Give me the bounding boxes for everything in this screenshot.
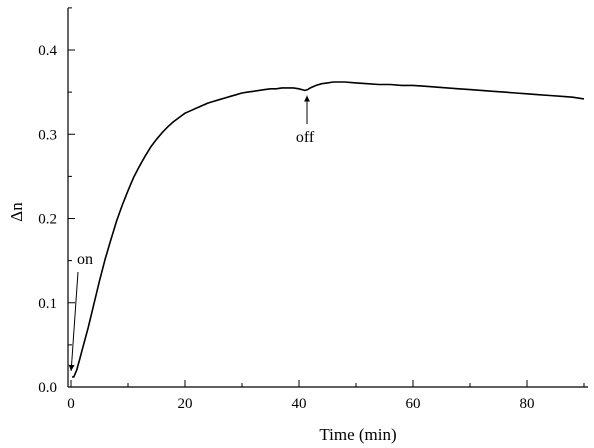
y-tick-label: 0.1 [38, 296, 57, 312]
on-arrow [68, 271, 79, 371]
annotations: on off [68, 95, 315, 371]
x-tick-label: 0 [67, 396, 75, 412]
y-tick-label: 0.0 [38, 380, 57, 396]
y-ticks: 0.0 0.1 0.2 0.3 0.4 [38, 7, 75, 396]
series-line [72, 81, 585, 378]
y-tick-label: 0.2 [38, 212, 57, 228]
y-tick-label: 0.4 [38, 43, 57, 59]
x-axis-title: Time (min) [319, 425, 396, 444]
x-tick-label: 60 [406, 396, 421, 412]
y-axis-title: Δn [7, 202, 26, 222]
x-tick-label: 80 [520, 396, 535, 412]
x-ticks: 0 20 40 60 80 [67, 380, 585, 412]
y-tick-label: 0.3 [38, 127, 57, 143]
x-tick-label: 40 [292, 396, 307, 412]
axes [67, 8, 588, 388]
on-label: on [77, 251, 93, 268]
off-label: off [296, 129, 315, 146]
x-tick-label: 20 [178, 396, 193, 412]
